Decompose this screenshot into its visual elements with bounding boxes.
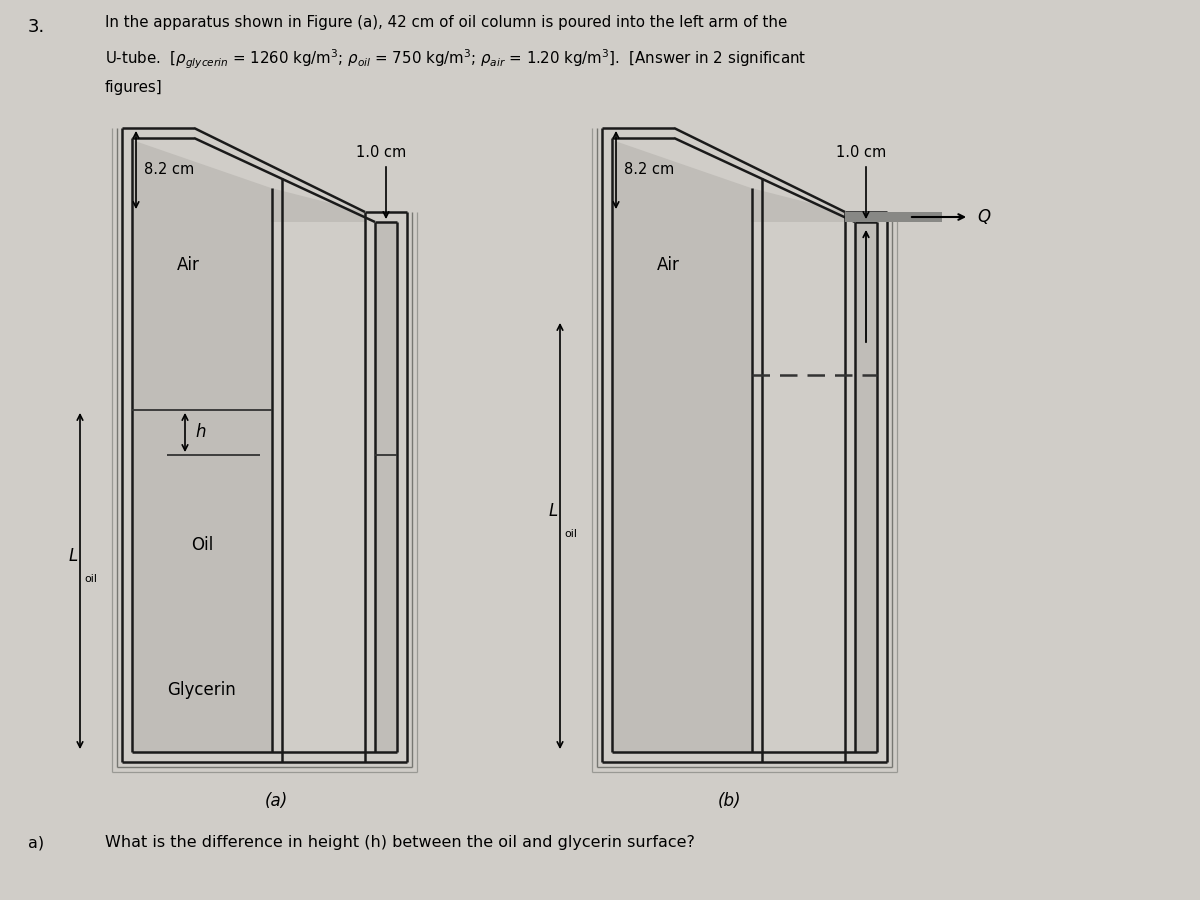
Text: Air: Air	[178, 256, 200, 274]
Text: oil: oil	[564, 529, 577, 539]
Text: U-tube.  [$\rho_{glycerin}$ = 1260 kg/m$^3$; $\rho_{oil}$ = 750 kg/m$^3$; $\rho_: U-tube. [$\rho_{glycerin}$ = 1260 kg/m$^…	[106, 48, 806, 71]
Bar	[374, 222, 397, 752]
Polygon shape	[271, 188, 365, 222]
Bar	[856, 222, 877, 752]
Text: oil: oil	[84, 574, 97, 584]
Text: 1.0 cm: 1.0 cm	[836, 145, 886, 160]
Text: Air: Air	[658, 256, 680, 274]
Polygon shape	[751, 188, 845, 222]
Text: Glycerin: Glycerin	[168, 681, 236, 699]
Text: 3.: 3.	[28, 18, 46, 36]
Text: L: L	[548, 502, 558, 520]
Text: a): a)	[28, 835, 44, 850]
Text: In the apparatus shown in Figure (a), 42 cm of oil column is poured into the lef: In the apparatus shown in Figure (a), 42…	[106, 15, 787, 30]
Text: h: h	[194, 424, 205, 442]
Text: 8.2 cm: 8.2 cm	[624, 163, 674, 177]
Text: What is the difference in height (h) between the oil and glycerin surface?: What is the difference in height (h) bet…	[106, 835, 695, 850]
Text: 8.2 cm: 8.2 cm	[144, 163, 194, 177]
Text: (b): (b)	[718, 792, 742, 810]
Polygon shape	[612, 140, 751, 752]
Text: figures]: figures]	[106, 80, 163, 95]
Polygon shape	[132, 140, 271, 752]
Text: (a): (a)	[264, 792, 288, 810]
Bar	[845, 212, 942, 222]
Text: L: L	[68, 547, 78, 565]
Text: 1.0 cm: 1.0 cm	[356, 145, 406, 160]
Text: Oil: Oil	[191, 536, 214, 554]
Text: Q: Q	[977, 208, 990, 226]
